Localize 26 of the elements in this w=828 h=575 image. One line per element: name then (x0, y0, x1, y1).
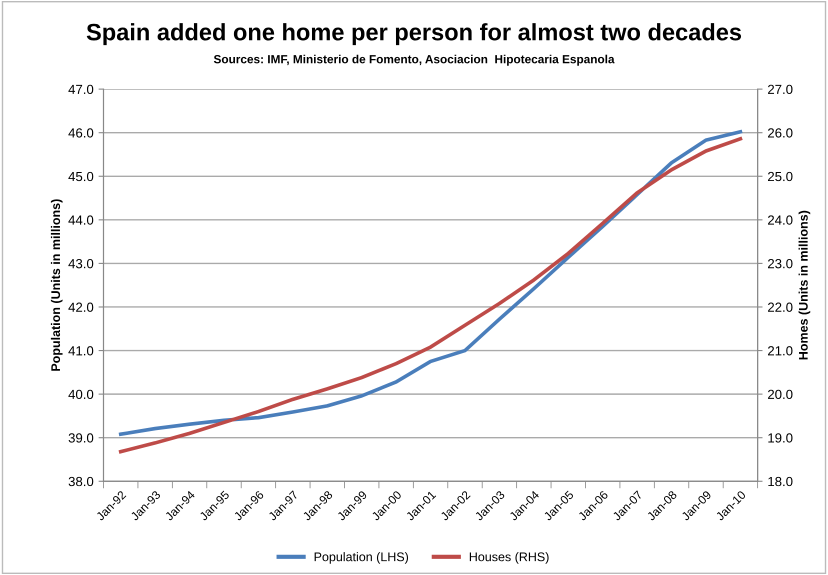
y2-tick-label: 18.0 (768, 476, 793, 486)
y-tick-label: 44.0 (68, 215, 94, 225)
y-axis-title: Population (Units in millions) (50, 199, 63, 371)
y-tick-label: 43.0 (68, 258, 94, 268)
y-tick-label: 45.0 (68, 172, 94, 182)
y-tick-label: 47.0 (68, 84, 94, 94)
y-tick-label: 41.0 (68, 346, 94, 356)
legend-label: Population (LHS) (314, 552, 408, 564)
y-tick-label: 46.0 (68, 128, 94, 138)
chart-subtitle: Sources: IMF, Ministerio de Fomento, Asociacion Hipotecaria Espanola (214, 54, 615, 66)
chart-title: Spain added one home per person for almost two decades (86, 23, 742, 46)
y2-tick-label: 24.0 (768, 215, 793, 225)
y-tick-label: 39.0 (68, 433, 94, 443)
y2-tick-label: 21.0 (768, 346, 793, 356)
y2-tick-label: 26.0 (768, 128, 793, 138)
y2-tick-label: 22.0 (768, 302, 793, 312)
y2-axis-title: Homes (Units in millions) (798, 210, 810, 360)
y2-tick-label: 27.0 (768, 84, 793, 94)
y2-tick-label: 25.0 (768, 172, 793, 182)
y2-tick-label: 23.0 (768, 258, 793, 268)
y-tick-label: 40.0 (68, 390, 94, 400)
y-tick-label: 38.0 (68, 476, 94, 486)
y2-tick-label: 19.0 (768, 433, 793, 443)
y-tick-label: 42.0 (68, 302, 94, 312)
legend-label: Houses (RHS) (470, 552, 549, 564)
y2-tick-label: 20.0 (768, 390, 793, 400)
